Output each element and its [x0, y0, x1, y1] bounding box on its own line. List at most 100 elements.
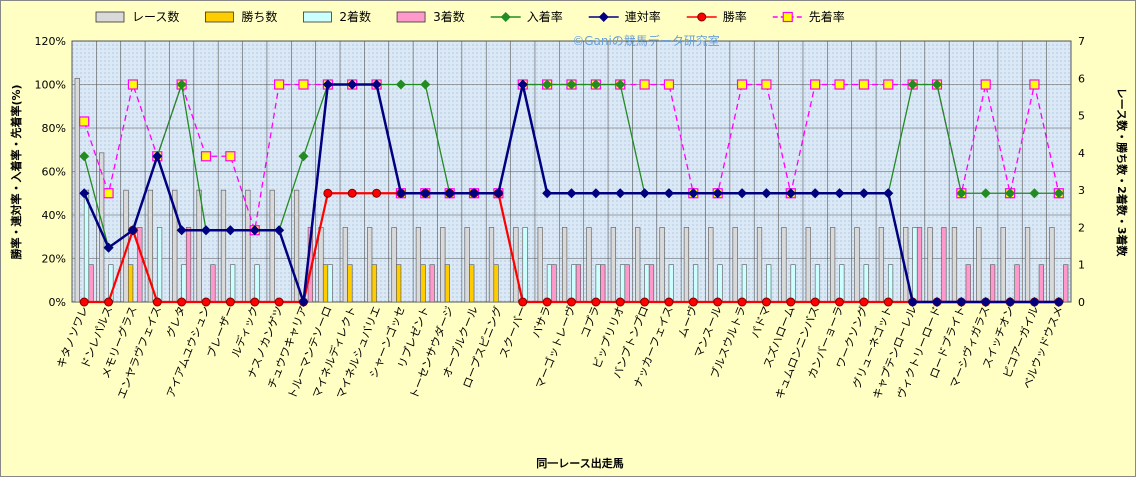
bar	[648, 264, 655, 303]
point	[274, 225, 285, 236]
legend-item: レース数	[95, 9, 179, 24]
y-right-tick-label: 0	[1078, 296, 1085, 309]
y-right-tick-label: 3	[1078, 184, 1085, 197]
point	[639, 79, 650, 90]
point	[566, 188, 577, 199]
legend-swatch	[396, 11, 426, 23]
watermark: ©Ganiの競馬データ研究室	[572, 33, 720, 48]
point	[177, 297, 187, 307]
bar	[156, 227, 163, 303]
point	[810, 297, 820, 307]
bar	[429, 264, 435, 303]
bar	[269, 189, 275, 303]
point	[736, 79, 748, 90]
y-left-tick-label: 20%	[42, 253, 66, 266]
line-series	[79, 79, 1064, 307]
point	[858, 79, 869, 90]
point	[347, 188, 357, 198]
bar	[464, 227, 470, 303]
bar	[322, 264, 329, 303]
y-right-tick-label: 7	[1078, 35, 1085, 48]
bar	[522, 227, 528, 303]
bar	[766, 264, 772, 303]
legend-item: 連対率	[588, 9, 661, 24]
point	[1029, 297, 1040, 307]
legend: レース数 勝ち数 2着数 3着数 入着率 連対率 勝率 先着率	[95, 9, 845, 24]
point	[127, 225, 138, 236]
point	[786, 297, 796, 307]
point	[956, 188, 967, 199]
bar	[537, 227, 543, 303]
point	[810, 188, 821, 199]
x-tick-label: コプラ	[578, 304, 602, 339]
bar	[220, 189, 227, 303]
point	[785, 188, 796, 199]
bar	[659, 227, 665, 303]
legend-label: 先着率	[809, 9, 845, 24]
bar	[644, 264, 650, 303]
point	[567, 297, 576, 307]
bar	[830, 227, 836, 303]
bar	[1049, 227, 1055, 303]
point	[127, 79, 139, 90]
bar	[586, 227, 592, 303]
point	[566, 79, 577, 90]
bar	[561, 227, 568, 303]
point	[858, 188, 869, 199]
point	[420, 79, 431, 90]
point	[663, 188, 674, 199]
point	[176, 79, 187, 90]
point	[663, 79, 675, 90]
y-left-tick-label: 100%	[35, 79, 66, 92]
point	[883, 79, 894, 90]
point	[420, 188, 431, 199]
bar	[469, 264, 475, 303]
y-axis-right-title: レース数・勝ち数・2着数・3着数	[1115, 88, 1129, 258]
point	[371, 79, 382, 90]
point	[761, 297, 771, 307]
point	[1005, 188, 1016, 199]
point	[493, 188, 504, 199]
point	[298, 151, 309, 162]
point	[931, 297, 942, 307]
bar	[444, 264, 450, 303]
y-left-tick-label: 40%	[42, 209, 66, 222]
point	[810, 79, 821, 90]
bar	[185, 227, 192, 303]
point	[1029, 188, 1040, 199]
bar	[668, 264, 674, 303]
point	[103, 242, 114, 253]
point	[697, 12, 707, 22]
legend-label: 連対率	[625, 9, 661, 24]
y-right-tick-label: 2	[1078, 221, 1085, 234]
point	[201, 225, 212, 236]
bar	[990, 264, 996, 303]
point	[907, 79, 918, 90]
point	[152, 151, 163, 162]
y-left-tick-label: 60%	[42, 166, 66, 179]
point	[225, 151, 236, 162]
y-right-tick-label: 4	[1078, 147, 1085, 160]
point	[834, 79, 845, 90]
point	[201, 297, 211, 307]
point	[274, 297, 284, 307]
bar	[965, 264, 971, 303]
bar	[790, 264, 796, 303]
point	[883, 188, 894, 199]
bar	[941, 227, 947, 303]
point	[469, 188, 480, 199]
bar	[128, 264, 134, 303]
bar	[415, 227, 422, 303]
y-right-tick-label: 6	[1078, 72, 1085, 85]
point	[79, 116, 90, 127]
point	[395, 79, 406, 90]
bar	[74, 77, 80, 303]
bar	[600, 264, 606, 303]
bar	[1014, 264, 1020, 303]
bar	[147, 189, 153, 303]
point	[444, 188, 455, 199]
y-right-tick-label: 5	[1078, 110, 1085, 123]
bar	[878, 227, 884, 303]
bar	[854, 227, 860, 303]
